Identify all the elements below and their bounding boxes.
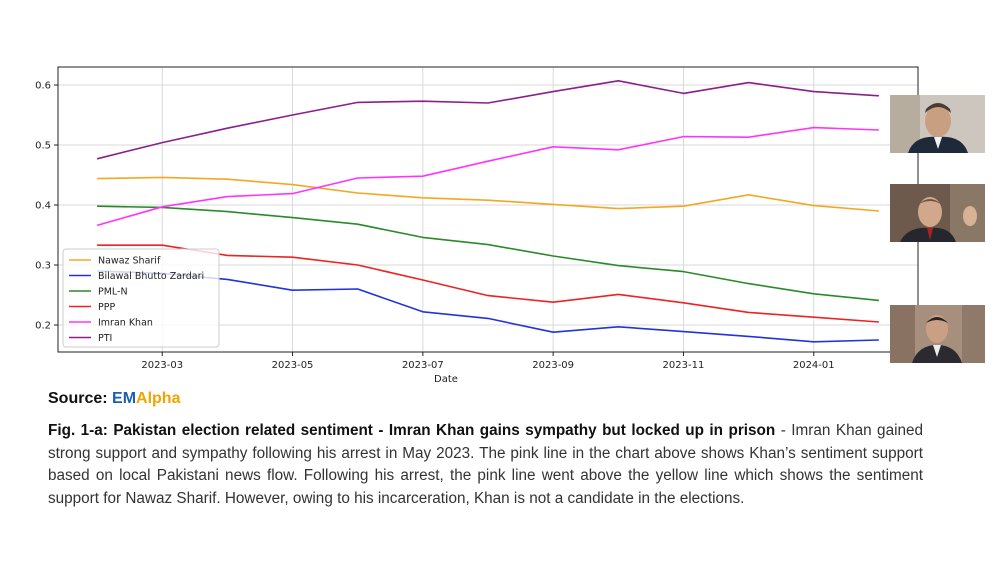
x-tick-label: 2023-05 (272, 360, 314, 371)
x-tick-label: 2023-09 (532, 360, 574, 371)
figure-caption: Fig. 1-a: Pakistan election related sent… (48, 420, 923, 510)
line-chart: 2023-03 2023-05 2023-07 2023-09 2023-11 2024-… (35, 66, 919, 385)
caption-title: Fig. 1-a: Pakistan election related sent… (48, 422, 776, 439)
x-axis-label: Date (434, 374, 458, 385)
source-label: Source (48, 390, 103, 407)
legend-box (62, 248, 220, 348)
caption-text: - Imran Khan gained strong support and s… (48, 422, 923, 507)
imran-khan-photo (890, 95, 985, 153)
series-line-pti (96, 80, 879, 160)
series-line-nawaz-sharif (97, 176, 879, 212)
x-tick-label: 2023-11 (663, 360, 705, 371)
source-separator: : (102, 390, 113, 407)
legend-label: Nawaz Sharif (98, 256, 161, 267)
y-tick-label: 0.4 (35, 201, 51, 212)
source-line: Source: EMAlpha (48, 390, 180, 408)
x-tick-label: 2023-03 (141, 360, 183, 371)
bilawal-bhutto-photo (890, 305, 985, 363)
legend-label: PPP (98, 302, 115, 313)
y-tick-label: 0.3 (35, 261, 51, 272)
x-tick-label: 2024-01 (793, 360, 835, 371)
legend-label: PML-N (98, 287, 128, 298)
brand-alpha: Alpha (136, 390, 181, 407)
y-tick-label: 0.5 (35, 141, 51, 152)
series-line-ppp (97, 244, 879, 323)
legend-label: Bilawal Bhutto Zardari (98, 271, 204, 282)
chart-container: 2023-03 2023-05 2023-07 2023-09 2023-11 2024-… (35, 66, 919, 385)
nawaz-sharif-photo (890, 184, 985, 242)
x-tick-label: 2023-07 (402, 360, 444, 371)
series-line-imran-khan (96, 126, 879, 227)
brand-em: EM (112, 390, 137, 407)
y-tick-label: 0.6 (35, 81, 51, 92)
series-line-pml-n (97, 205, 879, 302)
legend-label: Imran Khan (98, 318, 153, 329)
legend-label: PTI (98, 333, 112, 344)
y-tick-label: 0.2 (35, 321, 51, 332)
series-line-bilawal-bhutto-zardari (97, 270, 879, 343)
